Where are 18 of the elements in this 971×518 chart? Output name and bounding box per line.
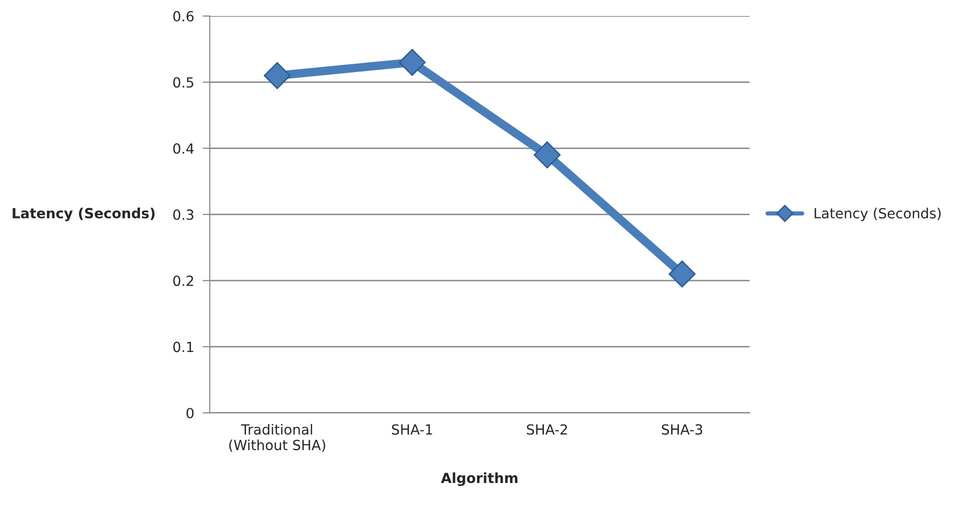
point	[534, 141, 561, 168]
point	[264, 62, 291, 90]
point	[668, 260, 696, 288]
x-tick-label: SHA-1	[392, 424, 432, 435]
x-tick-label: SHA-3	[662, 424, 702, 435]
legend-label: Latency (Seconds)	[814, 208, 941, 222]
x-tick-label: SHA-2	[526, 424, 567, 435]
y-tick-label: 0	[186, 408, 194, 418]
y-tick-label: 0.4	[173, 143, 194, 154]
y-tick-label: 0.6	[173, 11, 194, 22]
point	[398, 48, 426, 76]
x-tick-label: Traditional (Without SHA)	[229, 424, 326, 452]
y-tick-label: 0.1	[173, 342, 194, 352]
y-axis-title: Latency (Seconds)	[12, 208, 155, 222]
x-axis-title: Algorithm	[440, 472, 518, 486]
y-tick-label: 0.3	[173, 209, 194, 220]
y-tick-label: 0.5	[173, 77, 194, 88]
y-tick-label: 0.2	[173, 276, 194, 286]
